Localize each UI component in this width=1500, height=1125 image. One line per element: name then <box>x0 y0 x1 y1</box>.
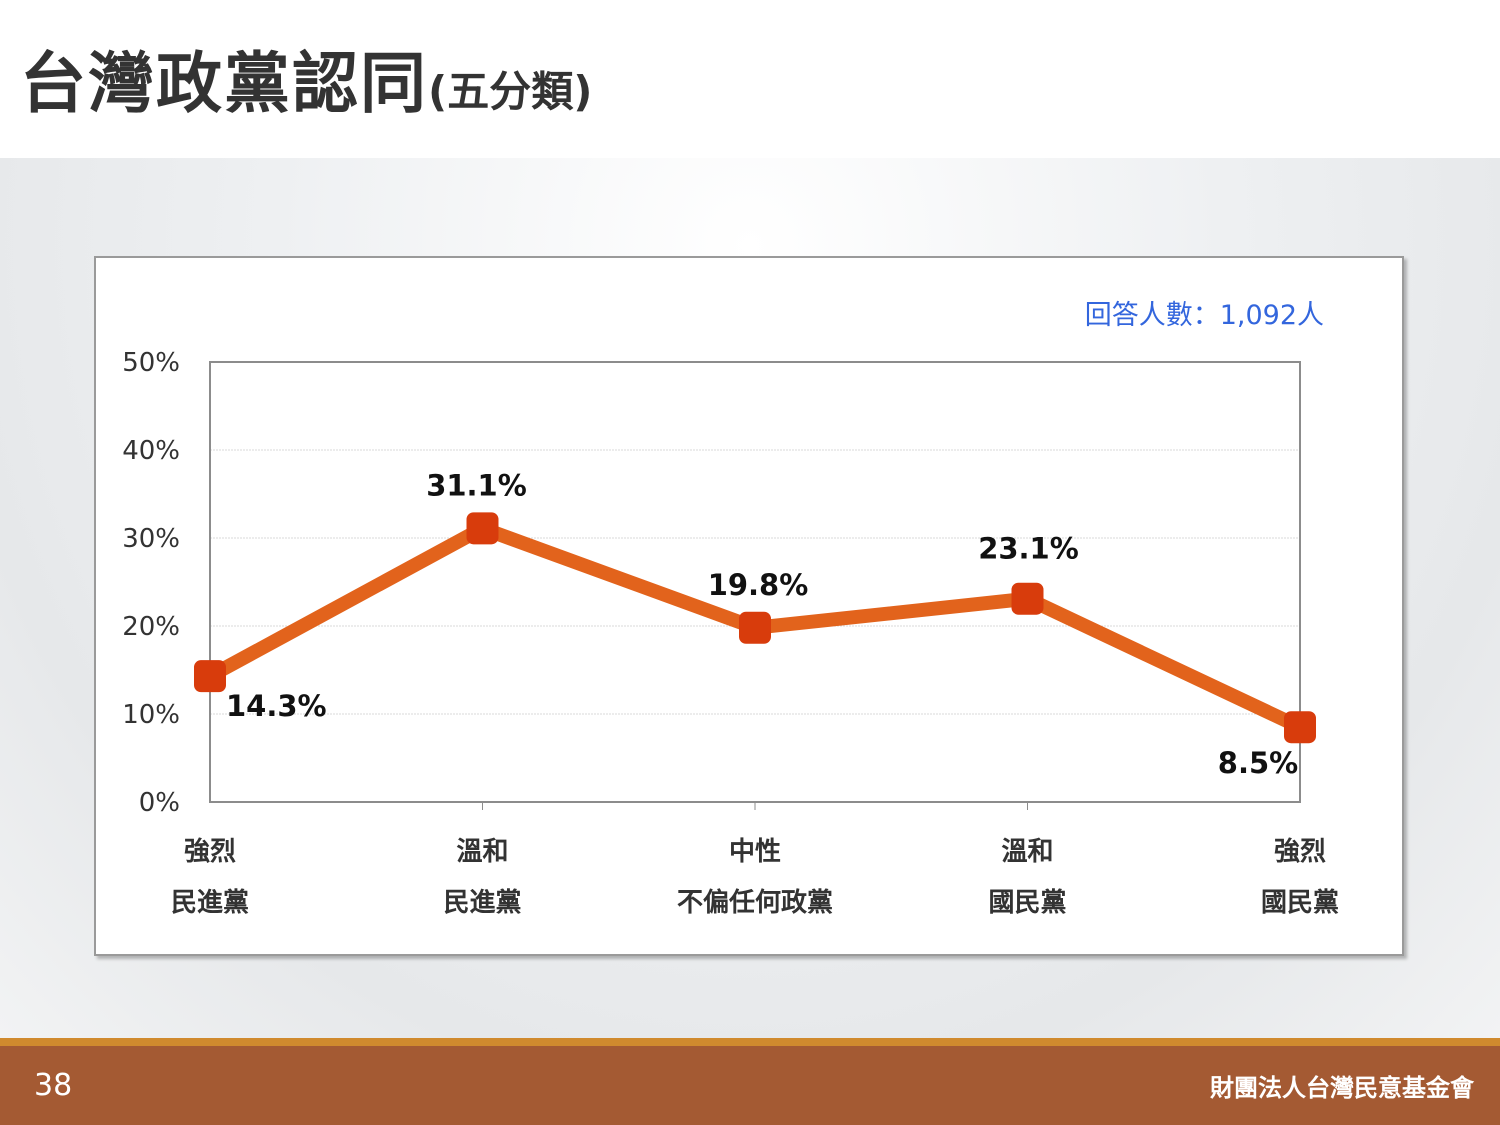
data-label: 8.5% <box>1218 746 1298 780</box>
organization-name: 財團法人台灣民意基金會 <box>1210 1074 1474 1102</box>
x-category-label: 溫和 <box>1001 837 1053 867</box>
x-category-label: 國民黨 <box>988 888 1066 918</box>
slide-title-sub: (五分類) <box>428 67 593 116</box>
data-label: 31.1% <box>426 468 527 502</box>
x-category-label: 民進黨 <box>443 888 521 918</box>
y-tick-label: 10% <box>122 700 180 730</box>
x-category-label: 民進黨 <box>171 888 249 918</box>
chart-frame: 0% 10% 20% 30% 40% 50% 強烈民進黨 溫和民進黨 中性不偏任何政黨 溫和國民黨… <box>94 256 1404 956</box>
slide-title-main: 台灣政黨認同 <box>20 45 428 122</box>
y-tick-label: 30% <box>122 524 180 554</box>
page-number: 38 <box>34 1068 73 1103</box>
y-tick-label: 20% <box>122 612 180 642</box>
footer-bar: 38 財團法人台灣民意基金會 <box>0 1046 1500 1125</box>
data-point-marker <box>1284 711 1316 744</box>
x-category-label: 溫和 <box>456 837 508 867</box>
x-category-label: 中性 <box>729 837 781 867</box>
x-category-label: 強烈 <box>184 837 236 867</box>
data-label: 19.8% <box>708 568 809 602</box>
x-category-label: 不偏任何政黨 <box>677 887 833 918</box>
data-label: 14.3% <box>226 689 327 723</box>
footer-accent-line <box>0 1038 1500 1046</box>
data-point-marker <box>466 512 499 545</box>
data-label: 23.1% <box>978 532 1079 566</box>
respondent-count-note: 回答人數：1,092人 <box>1085 300 1324 331</box>
data-point-marker <box>1011 582 1044 615</box>
data-point-marker <box>194 660 226 693</box>
y-tick-label: 40% <box>122 436 180 466</box>
x-category-label: 強烈 <box>1274 837 1326 867</box>
y-tick-label: 50% <box>122 348 180 378</box>
y-tick-label: 0% <box>139 788 180 818</box>
title-bar: 台灣政黨認同(五分類) <box>0 0 1500 158</box>
data-point-marker <box>739 611 771 644</box>
x-category-label: 國民黨 <box>1261 888 1339 918</box>
slide-title: 台灣政黨認同(五分類) <box>20 30 592 126</box>
